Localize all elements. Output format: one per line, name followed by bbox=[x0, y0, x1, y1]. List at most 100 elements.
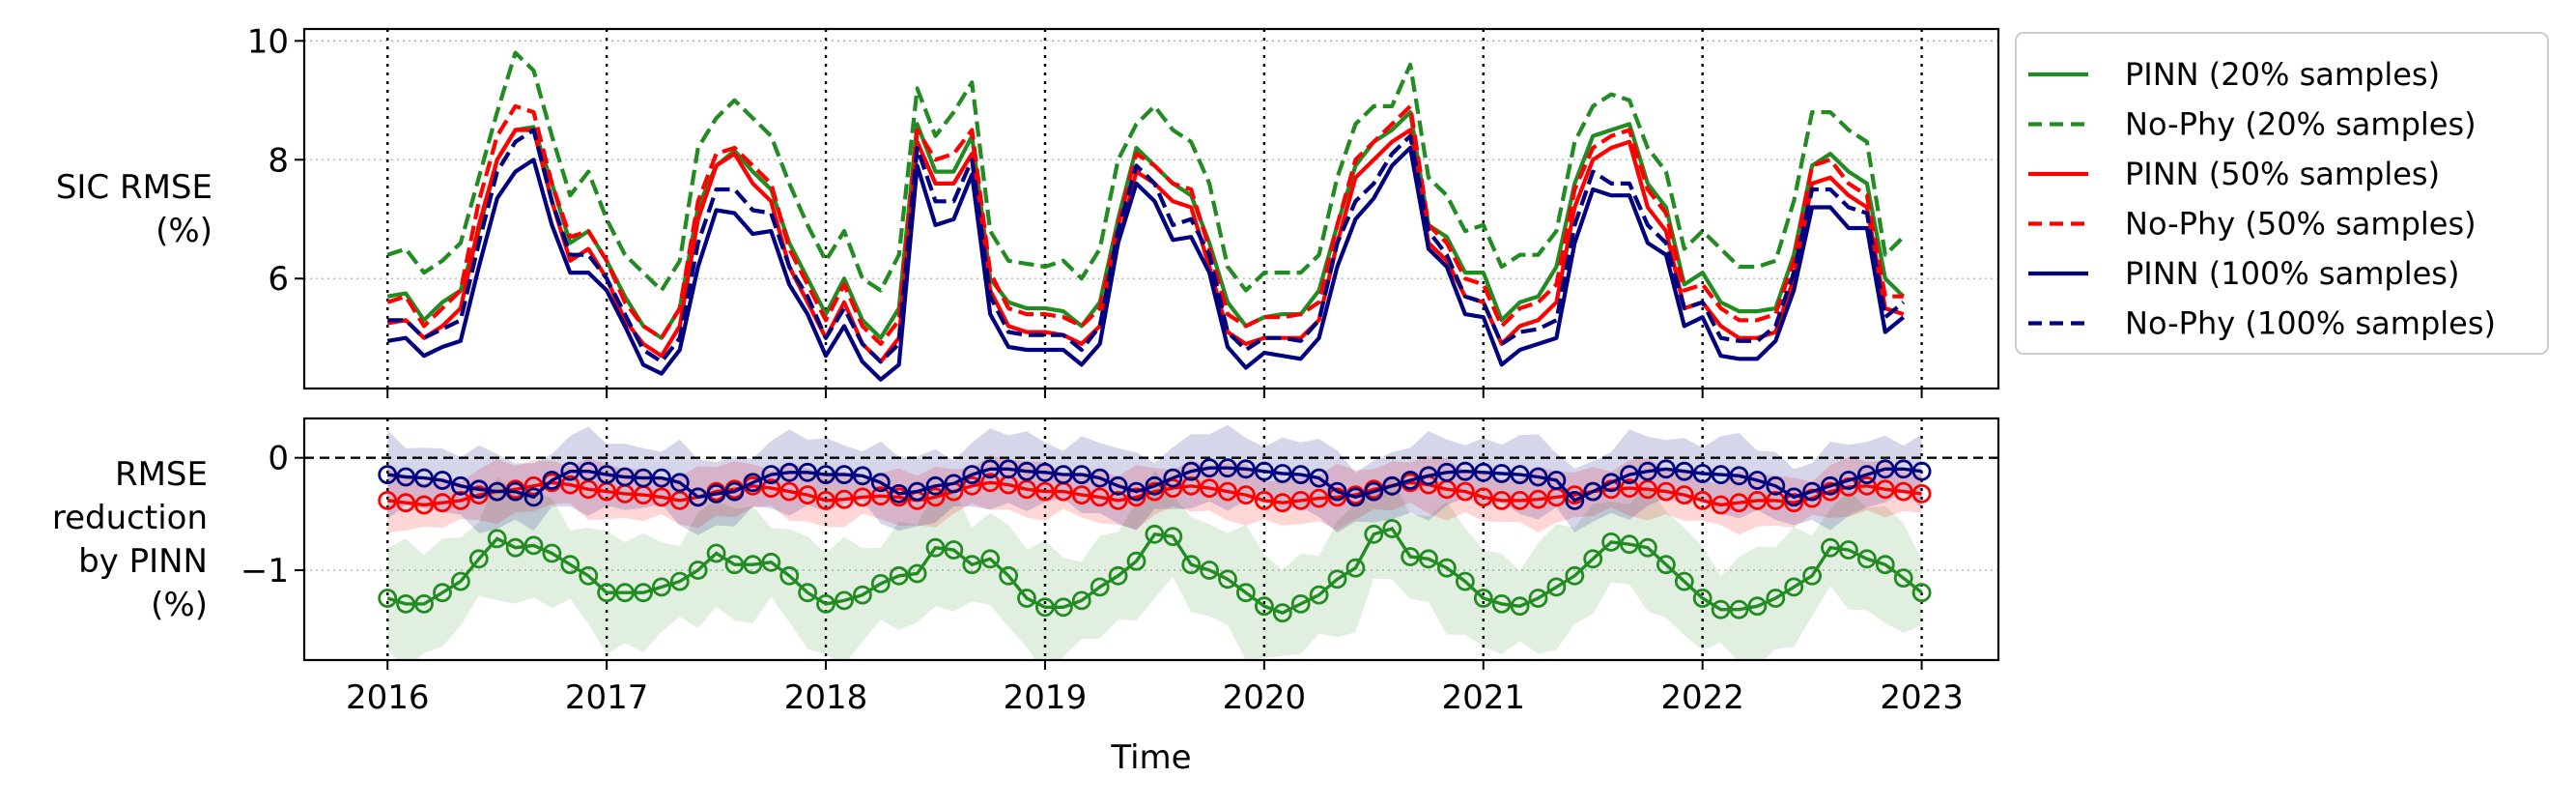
bottom-series-line-2 bbox=[386, 466, 1922, 503]
bottom-marker-0-29 bbox=[907, 563, 927, 584]
bottom-series-line-0 bbox=[386, 526, 1923, 616]
bottom-marker-2-81 bbox=[1857, 465, 1877, 485]
bottom-marker-0-13 bbox=[615, 583, 635, 603]
bottom-y-axis-label: RMSE reduction by PINN (%) bbox=[52, 455, 208, 624]
bottom-marker-2-63 bbox=[1528, 467, 1548, 487]
bottom-y-tick-label-0: 0 bbox=[268, 440, 289, 478]
bottom-marker-0-67 bbox=[1601, 533, 1621, 552]
bottom-marker-0-73 bbox=[1711, 599, 1731, 619]
bottom-marker-2-37 bbox=[1054, 465, 1073, 485]
bottom-marker-1-25 bbox=[835, 489, 854, 509]
bottom-marker-2-78 bbox=[1802, 481, 1822, 502]
bottom-marker-2-48 bbox=[1255, 461, 1274, 481]
bottom-marker-2-24 bbox=[816, 465, 835, 485]
bottom-marker-1-38 bbox=[1071, 485, 1091, 504]
top-series-line-5 bbox=[387, 128, 1906, 364]
bottom-marker-0-17 bbox=[688, 561, 708, 580]
bottom-marker-2-21 bbox=[761, 465, 781, 485]
bottom-marker-2-5 bbox=[468, 479, 489, 500]
legend-items: PINN (20% samples) No-Phy (20% samples) PI… bbox=[2028, 56, 2496, 342]
bottom-marker-2-34 bbox=[999, 459, 1018, 479]
bottom-marker-2-83 bbox=[1893, 459, 1913, 479]
bottom-marker-1-76 bbox=[1766, 491, 1786, 510]
x-tick-label-2018: 2018 bbox=[784, 678, 868, 717]
bottom-marker-1-44 bbox=[1181, 475, 1202, 496]
bottom-marker-0-3 bbox=[433, 583, 452, 603]
bottom-marker-2-56 bbox=[1401, 471, 1420, 490]
bottom-marker-1-59 bbox=[1456, 481, 1475, 502]
bottom-marker-0-75 bbox=[1747, 596, 1768, 617]
bottom-marker-2-1 bbox=[396, 467, 416, 487]
bottom-marker-2-12 bbox=[597, 465, 616, 485]
bottom-marker-2-4 bbox=[450, 475, 470, 496]
bottom-marker-1-45 bbox=[1200, 478, 1219, 499]
bottom-marker-0-9 bbox=[542, 543, 562, 563]
bottom-marker-2-20 bbox=[743, 473, 763, 493]
bottom-marker-2-35 bbox=[1017, 461, 1036, 481]
bottom-marker-2-77 bbox=[1784, 487, 1804, 507]
bottom-marker-2-27 bbox=[870, 473, 891, 493]
bottom-marker-2-0 bbox=[378, 465, 398, 485]
bottom-marker-0-84 bbox=[1911, 583, 1932, 603]
bottom-marker-1-79 bbox=[1821, 481, 1840, 502]
bottom-y-axis-label-line: RMSE bbox=[115, 455, 208, 494]
bottom-marker-0-8 bbox=[524, 535, 544, 556]
top-y-ticks: 6 8 10 bbox=[247, 22, 304, 299]
bottom-marker-2-61 bbox=[1491, 464, 1512, 483]
bottom-marker-0-39 bbox=[1090, 577, 1110, 597]
bottom-marker-2-64 bbox=[1546, 471, 1567, 490]
bottom-marker-1-1 bbox=[396, 493, 416, 513]
bottom-marker-0-43 bbox=[1163, 527, 1183, 546]
bottom-marker-2-8 bbox=[524, 487, 544, 507]
bottom-marker-2-69 bbox=[1638, 461, 1657, 481]
bottom-y-ticks: 0 −1 bbox=[241, 440, 304, 590]
bottom-marker-2-55 bbox=[1382, 475, 1402, 496]
bottom-marker-2-11 bbox=[579, 461, 599, 481]
bottom-marker-2-65 bbox=[1565, 491, 1585, 510]
bottom-marker-0-19 bbox=[724, 555, 745, 575]
bottom-marker-1-11 bbox=[579, 479, 599, 500]
bottom-marker-0-40 bbox=[1108, 565, 1128, 586]
bottom-marker-1-2 bbox=[414, 495, 434, 515]
bottom-marker-1-27 bbox=[870, 486, 891, 506]
bottom-marker-0-57 bbox=[1419, 549, 1438, 569]
bottom-marker-1-72 bbox=[1692, 491, 1713, 510]
bottom-marker-0-4 bbox=[450, 571, 470, 591]
bottom-marker-0-71 bbox=[1674, 571, 1694, 591]
bottom-marker-1-47 bbox=[1236, 485, 1256, 504]
bottom-marker-1-16 bbox=[669, 491, 690, 510]
bottom-marker-1-24 bbox=[816, 491, 835, 510]
top-panel: 6 8 10 SIC RMSE (%) bbox=[56, 22, 2000, 398]
bottom-marker-0-32 bbox=[962, 555, 982, 575]
top-series-line-4 bbox=[386, 145, 1906, 382]
bottom-marker-0-22 bbox=[779, 565, 800, 586]
bottom-marker-0-70 bbox=[1656, 555, 1676, 575]
bottom-marker-1-30 bbox=[925, 487, 946, 507]
bottom-marker-2-26 bbox=[853, 466, 872, 486]
bottom-marker-0-21 bbox=[761, 552, 781, 572]
bottom-marker-0-30 bbox=[925, 537, 946, 558]
bottom-marker-2-43 bbox=[1163, 468, 1183, 488]
bottom-marker-0-69 bbox=[1638, 537, 1657, 558]
bottom-marker-0-52 bbox=[1327, 569, 1347, 590]
bottom-marker-2-49 bbox=[1272, 464, 1292, 483]
bottom-marker-2-51 bbox=[1309, 468, 1329, 488]
bottom-marker-0-10 bbox=[560, 555, 580, 575]
bottom-marker-2-54 bbox=[1364, 481, 1384, 502]
bottom-panel: 0 −1 2016 2017 2018 2019 2020 2021 2022 2023 RMS… bbox=[52, 417, 2000, 777]
bottom-marker-1-42 bbox=[1145, 481, 1165, 502]
bottom-marker-1-5 bbox=[468, 485, 489, 504]
bottom-marker-2-45 bbox=[1200, 458, 1219, 478]
bottom-marker-2-76 bbox=[1766, 475, 1786, 496]
bottom-marker-0-37 bbox=[1054, 597, 1073, 618]
bottom-marker-0-24 bbox=[816, 594, 835, 614]
bottom-marker-1-68 bbox=[1620, 478, 1639, 499]
bottom-marker-2-57 bbox=[1419, 466, 1438, 486]
bottom-marker-2-31 bbox=[944, 474, 964, 494]
bottom-marker-0-81 bbox=[1857, 549, 1877, 569]
bottom-marker-2-72 bbox=[1692, 464, 1713, 483]
bottom-marker-0-63 bbox=[1528, 589, 1548, 608]
bottom-marker-0-44 bbox=[1181, 555, 1202, 575]
bottom-marker-2-79 bbox=[1821, 475, 1840, 496]
